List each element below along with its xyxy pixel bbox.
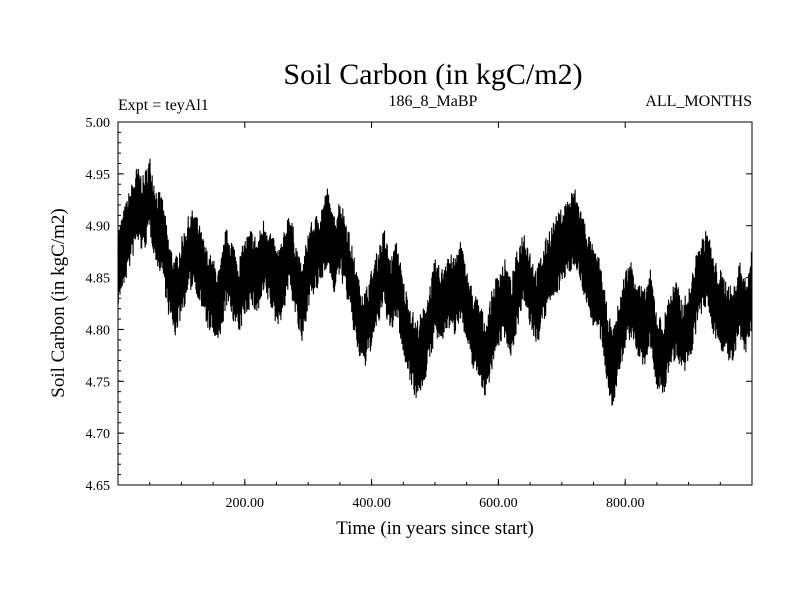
y-tick-label: 4.80 [86, 323, 111, 338]
x-tick-label: 200.00 [226, 496, 265, 511]
y-tick-label: 4.75 [86, 375, 111, 390]
subtitle-months: ALL_MONTHS [645, 93, 752, 110]
x-tick-label: 600.00 [479, 496, 518, 511]
y-axis-label: Soil Carbon (in kgC/m2) [48, 208, 69, 397]
subtitle-period: 186_8_MaBP [389, 93, 478, 110]
x-tick-label: 400.00 [352, 496, 391, 511]
subtitle-experiment: Expt = teyAl1 [118, 97, 209, 114]
plot-layer [117, 158, 753, 406]
y-tick-label: 4.65 [86, 479, 111, 494]
axes-layer: 4.65 4.70 4.75 4.80 4.85 4.90 4.95 5.00 200.00 40… [86, 116, 752, 511]
y-tick-label: 5.00 [86, 116, 111, 131]
y-tick-label: 4.90 [86, 220, 111, 235]
series-line-soil-carbon [117, 158, 753, 406]
x-tick-label: 800.00 [606, 496, 645, 511]
chart-title: Soil Carbon (in kgC/m2) [283, 58, 582, 91]
y-tick-label: 4.85 [86, 272, 111, 287]
x-axis-label: Time (in years since start) [336, 518, 534, 539]
y-tick-label: 4.70 [86, 427, 111, 442]
y-tick-label: 4.95 [86, 168, 111, 183]
